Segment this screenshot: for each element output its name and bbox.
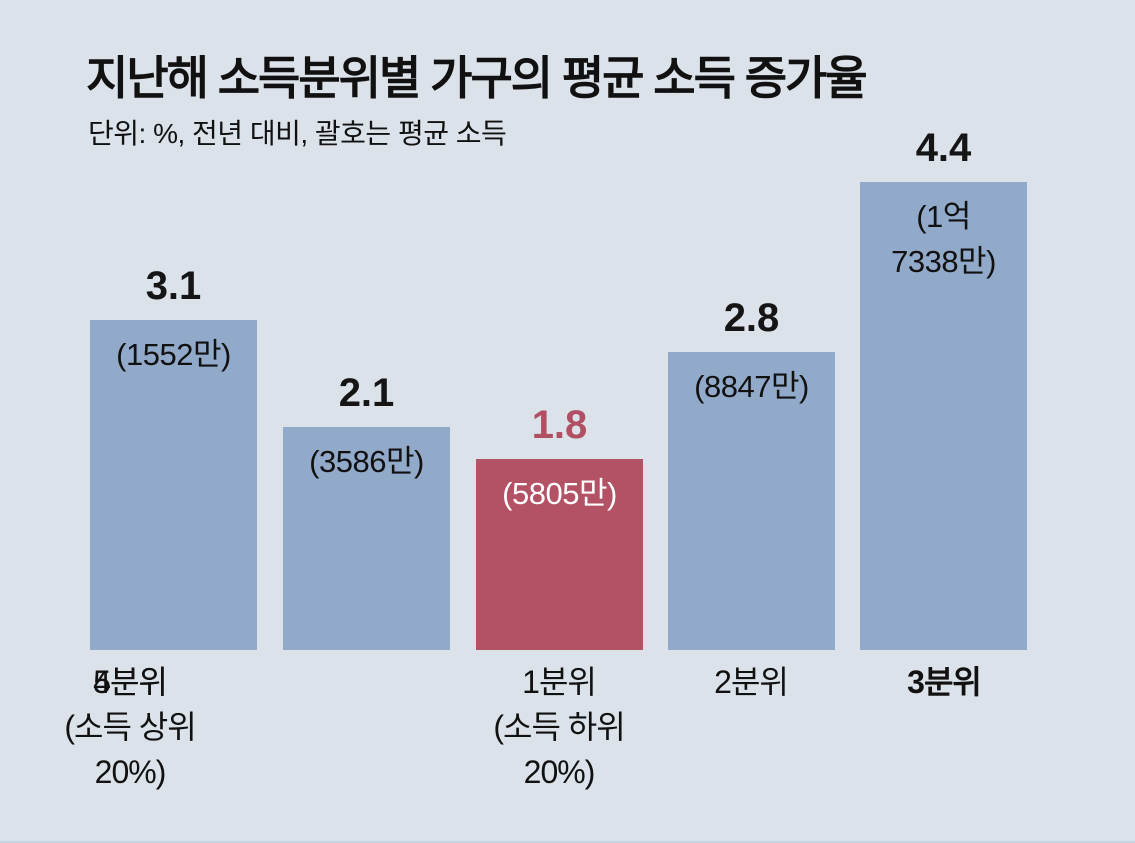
- category-label: 4분위: [93, 664, 168, 700]
- bar-income-label: (1억 7338만): [891, 199, 996, 279]
- category-label: 3분위: [907, 664, 982, 700]
- bar: (1억 7338만): [860, 182, 1027, 650]
- bar-group: 2.8 (8847만): [668, 296, 835, 650]
- bar-value-label: 1.8: [531, 403, 588, 447]
- bar-value-label: 3.1: [145, 264, 202, 308]
- bar-value-label: 2.8: [723, 296, 780, 340]
- bar-group: 3.1 (1552만): [90, 264, 257, 650]
- category-label: 5분위 (소득 상위 20%): [64, 664, 196, 790]
- bar-income-label: (5805만): [502, 476, 617, 511]
- category-label: 2분위: [714, 664, 789, 700]
- bar-income-label: (1552만): [116, 337, 231, 372]
- chart-title: 지난해 소득분위별 가구의 평균 소득 증가율: [86, 52, 868, 104]
- bar-income-label: (3586만): [309, 444, 424, 479]
- bar-group: 2.1 (3586만): [283, 371, 450, 650]
- bar-value-label: 2.1: [338, 371, 395, 415]
- category-label: 1분위 (소득 하위 20%): [493, 664, 625, 790]
- bar-value-label: 4.4: [915, 126, 972, 170]
- bar-income-label: (8847만): [694, 369, 809, 404]
- bar: (3586만): [283, 427, 450, 650]
- bar: (1552만): [90, 320, 257, 650]
- bar: (8847만): [668, 352, 835, 650]
- chart-subtitle: 단위: %, 전년 대비, 괄호는 평균 소득: [88, 118, 507, 149]
- bar-group: 1.8 (5805만): [476, 403, 643, 650]
- plot-area: 3.1 (1552만) 2.1 (3586만) 1.8 (5805만) 2.8 …: [90, 126, 1027, 650]
- bar: (5805만): [476, 459, 643, 650]
- bar-group: 4.4 (1억 7338만): [860, 126, 1027, 650]
